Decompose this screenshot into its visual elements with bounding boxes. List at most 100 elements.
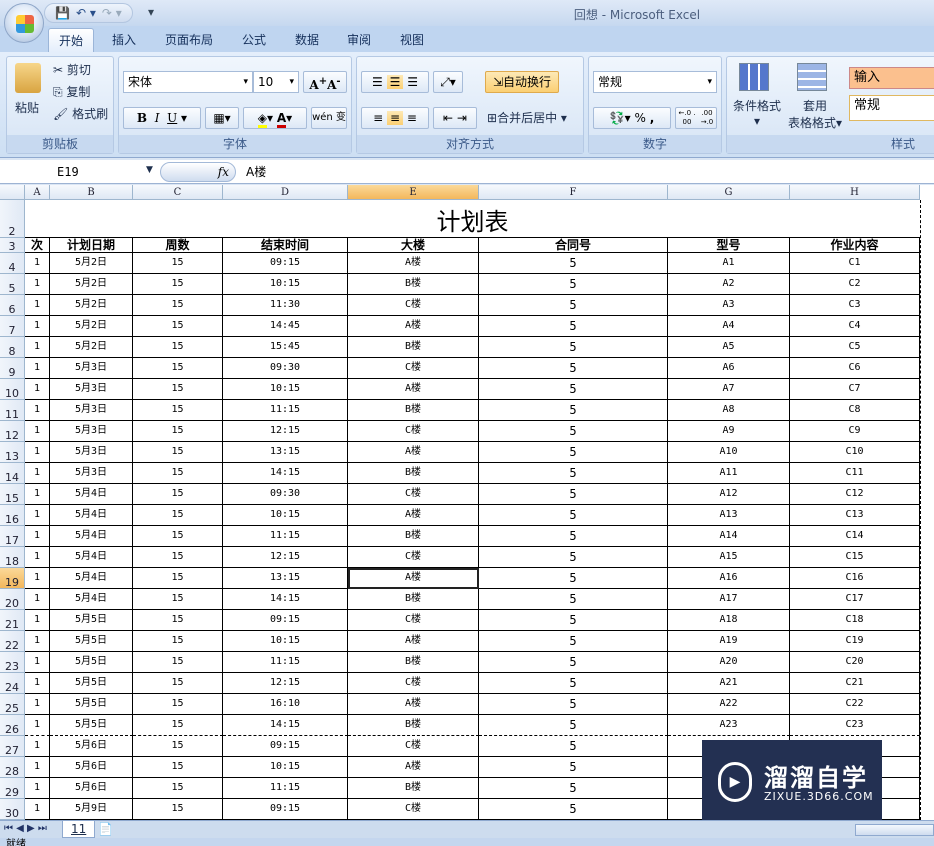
cell-H24[interactable]: C21 [790,673,920,694]
italic-button[interactable]: I [154,111,160,125]
cell-B6[interactable]: 5月2日 [50,295,133,316]
cell-D16[interactable]: 10:15 [223,505,348,526]
cell-G12[interactable]: A9 [668,421,790,442]
cell-E27[interactable]: C楼 [348,736,479,757]
cell-D22[interactable]: 10:15 [223,631,348,652]
horizontal-scrollbar[interactable] [855,824,934,836]
cell-D9[interactable]: 09:30 [223,358,348,379]
cell-C26[interactable]: 15 [133,715,223,736]
cell-D30[interactable]: 09:15 [223,799,348,820]
row-header-17[interactable]: 17 [0,526,25,547]
cell-H16[interactable]: C13 [790,505,920,526]
cell-C13[interactable]: 15 [133,442,223,463]
cell-B10[interactable]: 5月3日 [50,379,133,400]
cell-F24[interactable]: 5 [479,673,668,694]
cell-F18[interactable]: 5 [479,547,668,568]
cell-G15[interactable]: A12 [668,484,790,505]
customize-qat-icon[interactable]: ▾ [148,5,155,19]
paste-button[interactable]: 粘贴 [15,101,40,115]
cell-G6[interactable]: A3 [668,295,790,316]
cell-G21[interactable]: A18 [668,610,790,631]
horizontal-align-buttons[interactable]: ≡ ≡ ≡ [361,107,429,129]
cell-G18[interactable]: A15 [668,547,790,568]
row-header-23[interactable]: 23 [0,652,25,673]
cell-E9[interactable]: C楼 [348,358,479,379]
formula-input[interactable]: A楼 [246,165,267,179]
column-header-G[interactable]: G [668,185,790,200]
cell-E18[interactable]: C楼 [348,547,479,568]
cell-C8[interactable]: 15 [133,337,223,358]
cell-H20[interactable]: C17 [790,589,920,610]
office-button[interactable] [4,3,44,43]
cell-A15[interactable]: 1 [25,484,50,505]
column-header-A[interactable]: A [25,185,50,200]
column-header-D[interactable]: D [223,185,348,200]
cell-F11[interactable]: 5 [479,400,668,421]
row-header-12[interactable]: 12 [0,421,25,442]
row-header-16[interactable]: 16 [0,505,25,526]
cell-B16[interactable]: 5月4日 [50,505,133,526]
cell-F6[interactable]: 5 [479,295,668,316]
cell-E11[interactable]: B楼 [348,400,479,421]
cell-C20[interactable]: 15 [133,589,223,610]
row-header-11[interactable]: 11 [0,400,25,421]
cell-C12[interactable]: 15 [133,421,223,442]
cell-A8[interactable]: 1 [25,337,50,358]
row-header-22[interactable]: 22 [0,631,25,652]
cell-A7[interactable]: 1 [25,316,50,337]
cell-B12[interactable]: 5月3日 [50,421,133,442]
cell-B20[interactable]: 5月4日 [50,589,133,610]
cell-C29[interactable]: 15 [133,778,223,799]
format-as-table-button[interactable]: 套用 表格格式▾ [787,99,843,130]
select-all-button[interactable] [0,185,25,200]
cell-E13[interactable]: A楼 [348,442,479,463]
cell-H25[interactable]: C22 [790,694,920,715]
row-header-28[interactable]: 28 [0,757,25,778]
row-header-21[interactable]: 21 [0,610,25,631]
cell-B11[interactable]: 5月3日 [50,400,133,421]
cell-F4[interactable]: 5 [479,253,668,274]
cell-G10[interactable]: A7 [668,379,790,400]
cell-G8[interactable]: A5 [668,337,790,358]
cell-E5[interactable]: B楼 [348,274,479,295]
row-header-14[interactable]: 14 [0,463,25,484]
cell-A20[interactable]: 1 [25,589,50,610]
cell-B23[interactable]: 5月5日 [50,652,133,673]
cell-C25[interactable]: 15 [133,694,223,715]
cell-D4[interactable]: 09:15 [223,253,348,274]
cell-C5[interactable]: 15 [133,274,223,295]
column-header-H[interactable]: H [790,185,920,200]
cell-H19[interactable]: C16 [790,568,920,589]
cell-B18[interactable]: 5月4日 [50,547,133,568]
cell-C7[interactable]: 15 [133,316,223,337]
cell-G25[interactable]: A22 [668,694,790,715]
cell-E16[interactable]: A楼 [348,505,479,526]
cell-B19[interactable]: 5月4日 [50,568,133,589]
cell-E4[interactable]: A楼 [348,253,479,274]
cell-E8[interactable]: B楼 [348,337,479,358]
cell-D6[interactable]: 11:30 [223,295,348,316]
cell-E6[interactable]: C楼 [348,295,479,316]
cell-A30[interactable]: 1 [25,799,50,820]
cell-F25[interactable]: 5 [479,694,668,715]
cell-E23[interactable]: B楼 [348,652,479,673]
cell-D25[interactable]: 16:10 [223,694,348,715]
row-header-15[interactable]: 15 [0,484,25,505]
cell-C18[interactable]: 15 [133,547,223,568]
cell-A5[interactable]: 1 [25,274,50,295]
cell-F21[interactable]: 5 [479,610,668,631]
cell-H5[interactable]: C2 [790,274,920,295]
cell-C24[interactable]: 15 [133,673,223,694]
row-header-9[interactable]: 9 [0,358,25,379]
cell-H14[interactable]: C11 [790,463,920,484]
column-header-B[interactable]: B [50,185,133,200]
indent-buttons[interactable]: ⇤ ⇥ [433,107,477,129]
row-header-5[interactable]: 5 [0,274,25,295]
cell-H22[interactable]: C19 [790,631,920,652]
cell-D23[interactable]: 11:15 [223,652,348,673]
row-header-20[interactable]: 20 [0,589,25,610]
tab-1[interactable]: 插入 [112,33,137,47]
cell-E17[interactable]: B楼 [348,526,479,547]
cell-E22[interactable]: A楼 [348,631,479,652]
border-icon[interactable]: ▦▾ [205,107,239,129]
